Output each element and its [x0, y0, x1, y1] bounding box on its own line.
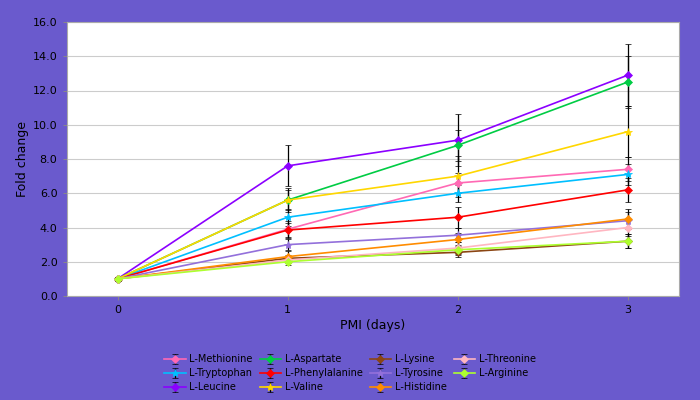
Y-axis label: Fold change: Fold change [15, 121, 29, 197]
X-axis label: PMI (days): PMI (days) [340, 319, 405, 332]
Legend: L-Methionine, L-Tryptophan, L-Leucine, L-Aspartate, L-Phenylalanine, L-Valine, L: L-Methionine, L-Tryptophan, L-Leucine, L… [161, 352, 539, 395]
